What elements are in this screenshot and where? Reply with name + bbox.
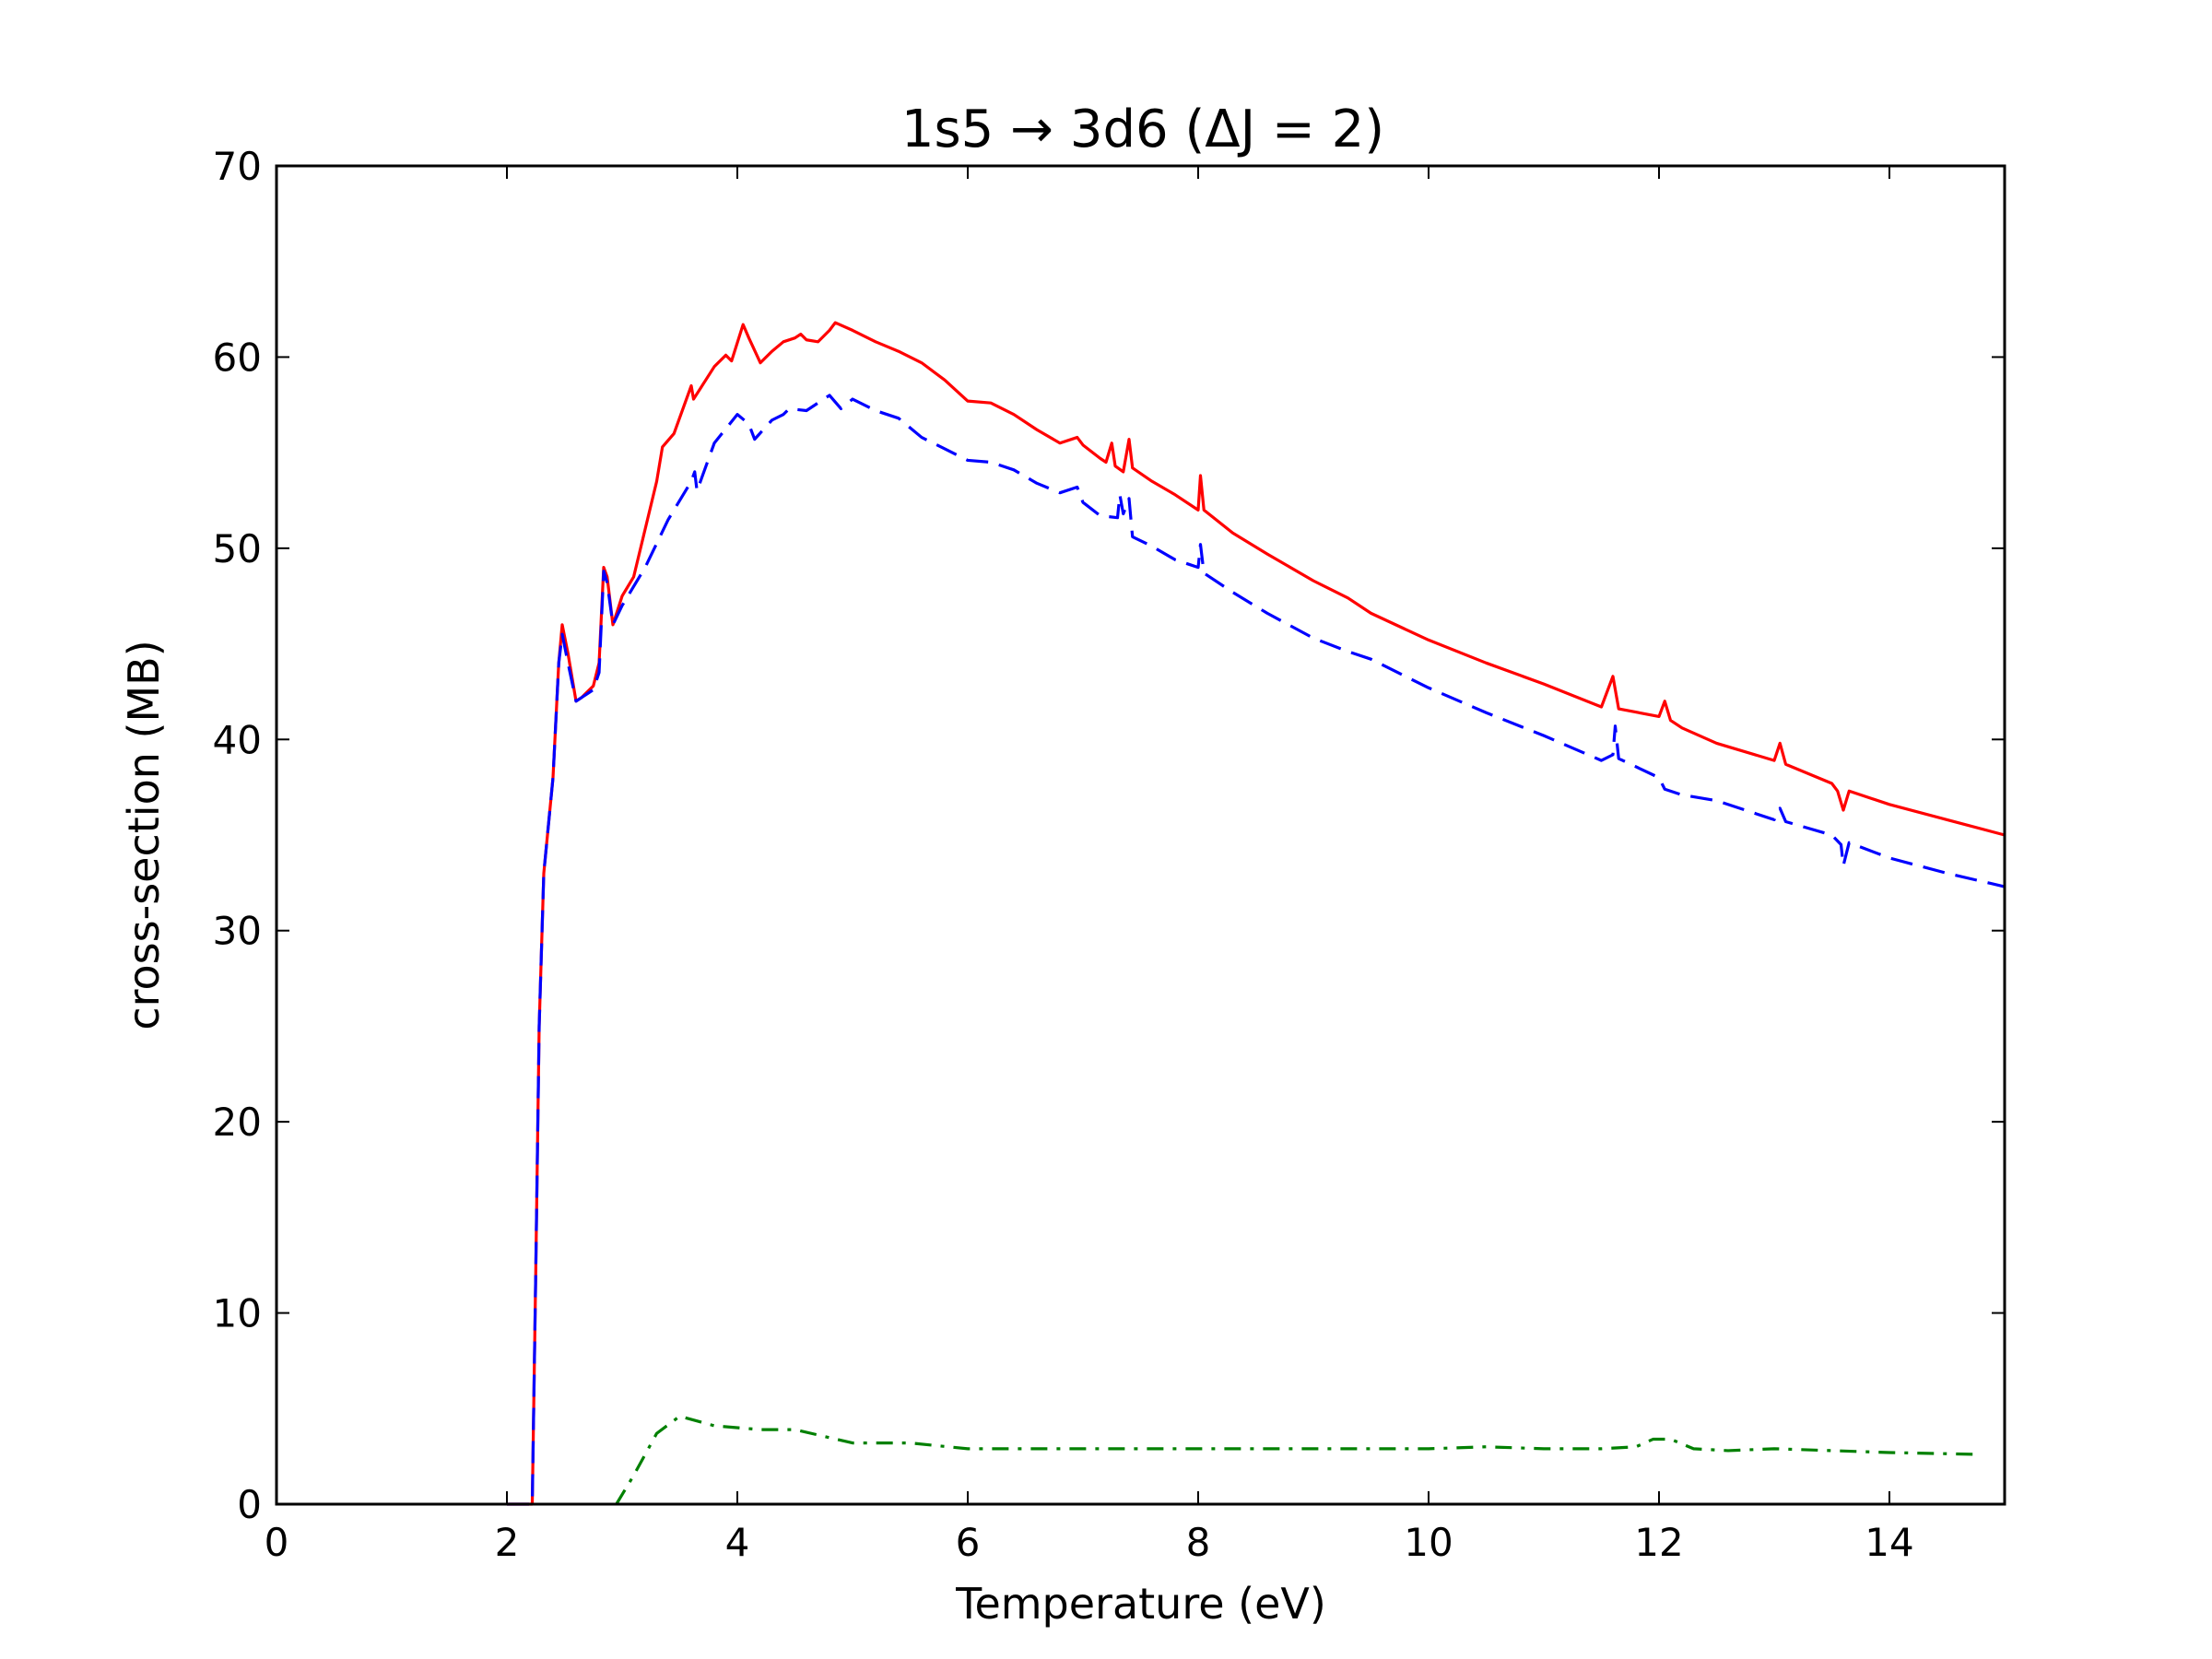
x-tick-label: 0 — [265, 1520, 289, 1565]
x-tick-label: 2 — [495, 1520, 520, 1565]
x-tick-label: 10 — [1404, 1520, 1453, 1565]
chart-title: 1s5 → 3d6 (ΔJ = 2) — [901, 100, 1384, 159]
y-tick-label: 30 — [213, 909, 262, 954]
y-tick-label: 60 — [213, 335, 262, 380]
y-tick-label: 70 — [213, 144, 262, 189]
x-tick-label: 14 — [1865, 1520, 1913, 1565]
y-tick-label: 10 — [213, 1291, 262, 1336]
y-tick-label: 20 — [213, 1100, 262, 1145]
y-axis-ticks: 0 10 20 30 40 50 60 70 — [213, 144, 2005, 1527]
x-axis-label: Temperature (eV) — [955, 1579, 1326, 1629]
x-tick-label: 8 — [1186, 1520, 1211, 1565]
y-tick-label: 50 — [213, 526, 262, 571]
series-line-3 — [615, 1414, 1983, 1505]
x-tick-label: 4 — [725, 1520, 750, 1565]
y-tick-label: 0 — [237, 1482, 262, 1527]
plot-frame — [275, 164, 2006, 1506]
x-tick-label: 12 — [1634, 1520, 1683, 1565]
y-tick-label: 40 — [213, 717, 262, 762]
series-line-2 — [507, 394, 2006, 1506]
x-axis-ticks: 0 2 4 6 8 10 12 14 — [265, 166, 1914, 1565]
x-tick-label: 6 — [956, 1520, 981, 1565]
y-axis-label: cross-section (MB) — [119, 640, 169, 1030]
plot-series — [507, 321, 2006, 1506]
